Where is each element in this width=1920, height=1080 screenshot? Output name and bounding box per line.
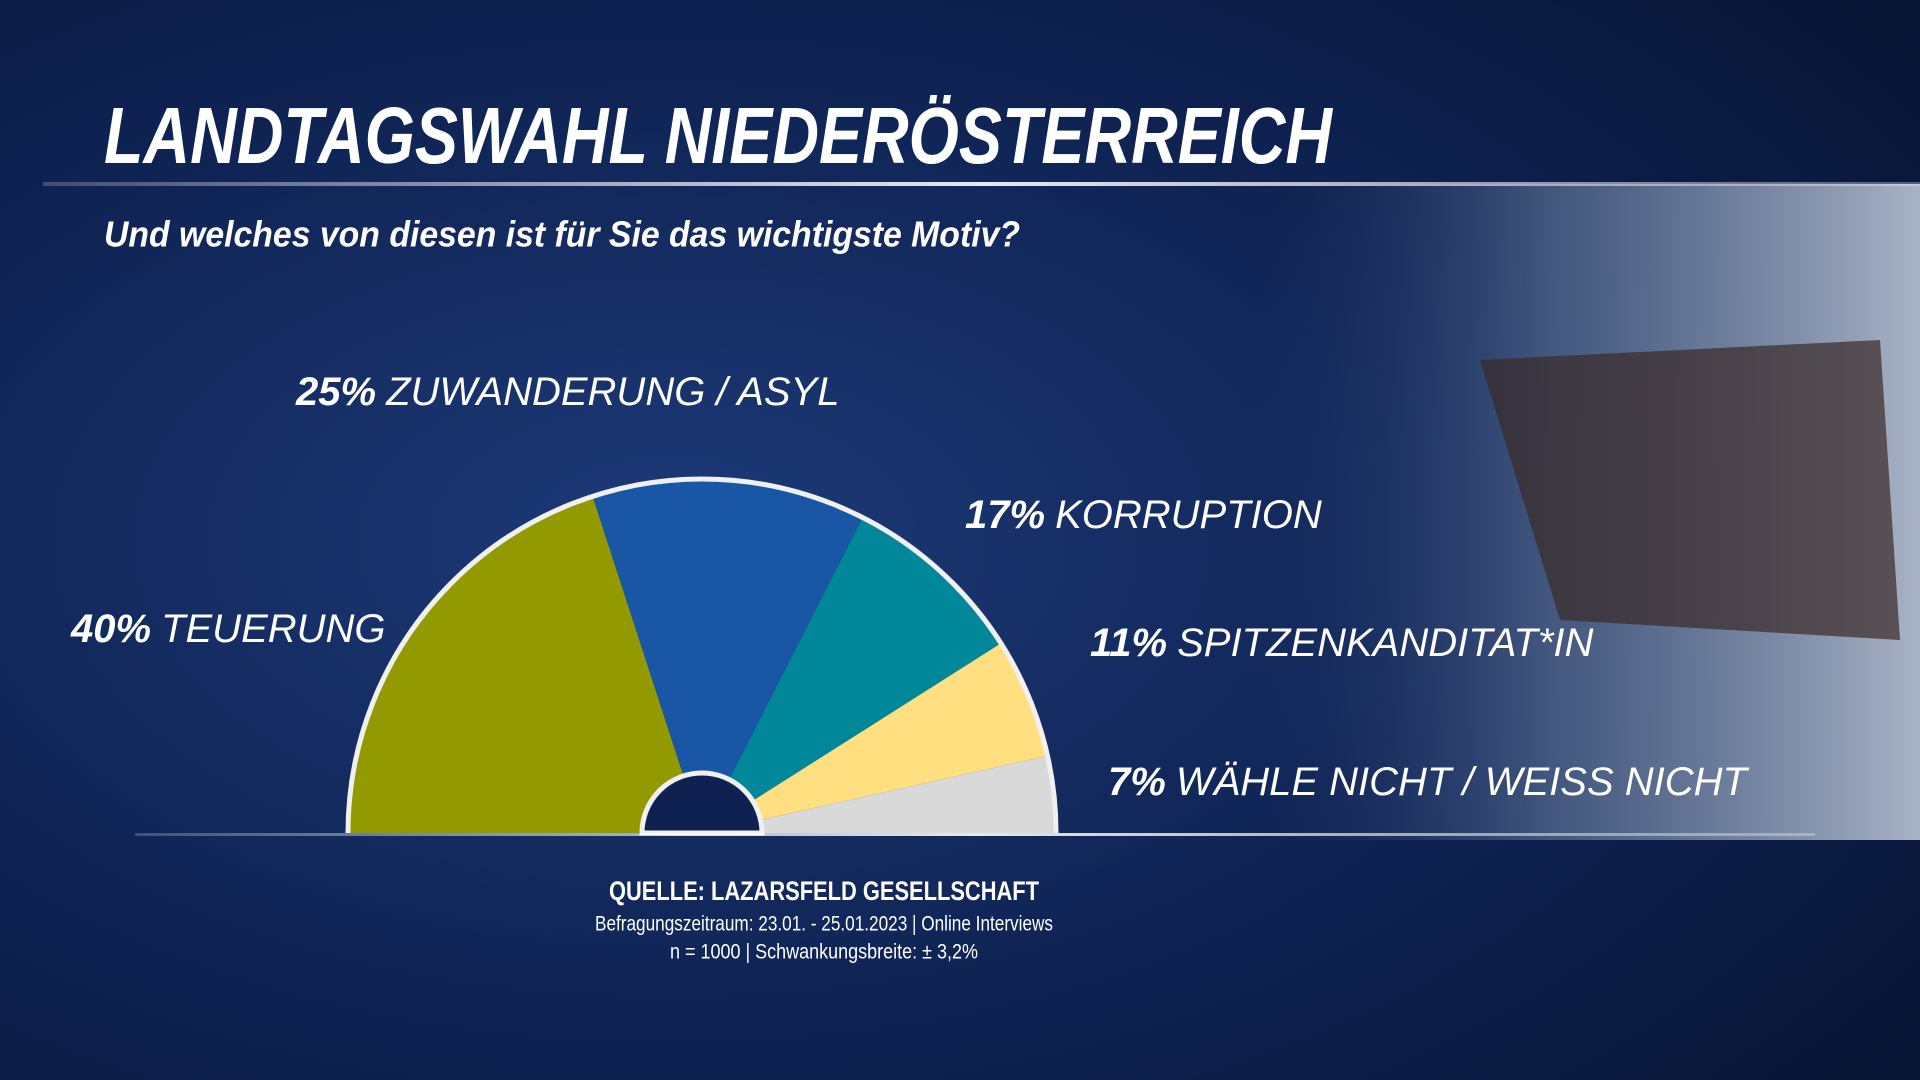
value-label: 25% bbox=[295, 370, 376, 414]
value-label: 40% bbox=[70, 607, 151, 651]
source-sample: n = 1000 | Schwankungsbreite: ± 3,2% bbox=[670, 941, 978, 964]
slice bbox=[730, 519, 1000, 800]
title-rule bbox=[43, 182, 1920, 186]
category-label: WÄHLE NICHT / WEISS NICHT bbox=[1176, 760, 1750, 804]
value-label: 7% bbox=[1108, 760, 1166, 804]
baseline bbox=[135, 833, 1815, 836]
slice bbox=[754, 644, 1046, 820]
category-label: SPITZENKANDITAT*IN bbox=[1177, 621, 1593, 665]
wallet-shape bbox=[1480, 340, 1900, 640]
inner-ring bbox=[639, 770, 765, 836]
pie bbox=[345, 476, 1059, 836]
slice bbox=[762, 756, 1054, 833]
slice-label: 40% TEUERUNG bbox=[70, 607, 386, 651]
value-label: 17% bbox=[965, 493, 1045, 537]
value-label: 11% bbox=[1090, 621, 1167, 665]
outer-ring bbox=[345, 476, 1059, 834]
category-label: KORRUPTION bbox=[1055, 493, 1322, 537]
chart-subtitle: Und welches von diesen ist für Sie das w… bbox=[104, 214, 1020, 255]
category-label: ZUWANDERUNG / ASYL bbox=[385, 370, 839, 414]
source-title: QUELLE: LAZARSFELD GESELLSCHAFT bbox=[609, 876, 1039, 906]
slice-label: 11% SPITZENKANDITAT*IN bbox=[1090, 621, 1594, 665]
category-label: TEUERUNG bbox=[161, 607, 385, 651]
slice-label: 25% ZUWANDERUNG / ASYL bbox=[295, 370, 839, 414]
slice-label: 17% KORRUPTION bbox=[965, 493, 1322, 537]
slice bbox=[350, 498, 683, 833]
slice-label: 7% WÄHLE NICHT / WEISS NICHT bbox=[1108, 760, 1750, 804]
slice bbox=[593, 481, 862, 778]
source-period: Befragungszeitraum: 23.01. - 25.01.2023 … bbox=[595, 913, 1053, 936]
chart-title: LANDTAGSWAHL NIEDERÖSTERREICH bbox=[104, 91, 1334, 180]
